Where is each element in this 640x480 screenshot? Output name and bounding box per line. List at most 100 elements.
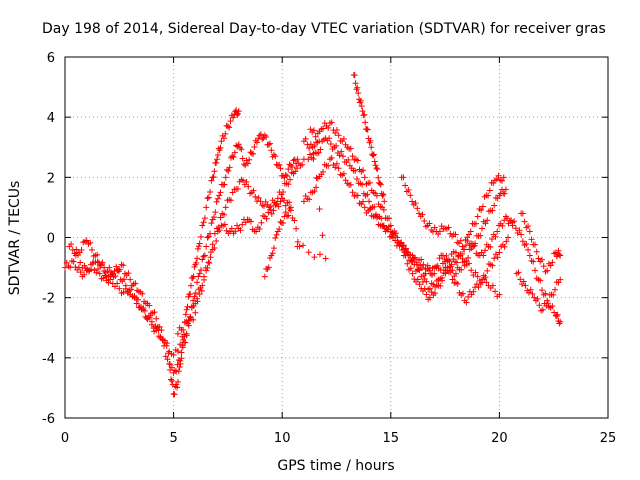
- data-point-track-3: [292, 168, 299, 175]
- data-point-track-6: [478, 207, 485, 214]
- data-point-track-10: [452, 231, 459, 238]
- data-point-track-3: [164, 340, 171, 347]
- data-point-track-2: [257, 131, 264, 138]
- data-point-track-4: [232, 228, 239, 235]
- data-point-track-7: [317, 146, 324, 153]
- data-point-track-9: [360, 112, 367, 119]
- data-point-track-2: [255, 135, 262, 142]
- data-point-track-2: [285, 166, 292, 173]
- data-point-track-1: [154, 324, 161, 331]
- data-point-track-4: [253, 228, 260, 235]
- data-point-track-7: [378, 215, 385, 222]
- data-point-track-2: [248, 150, 255, 157]
- data-point-track-3: [240, 177, 247, 184]
- data-point-track-14: [525, 223, 532, 230]
- data-point-track-8: [459, 255, 466, 262]
- data-point-track-9: [352, 80, 359, 87]
- data-point-track-8: [342, 177, 349, 184]
- data-point-track-7: [477, 232, 484, 239]
- data-point-track-7: [333, 142, 340, 149]
- data-point-track-2: [239, 155, 246, 162]
- data-point-track-1: [182, 311, 189, 318]
- x-tick-label: 15: [383, 431, 400, 446]
- data-point-track-15: [310, 127, 317, 134]
- data-point-track-6: [359, 167, 366, 174]
- data-point-track-8: [366, 206, 373, 213]
- data-point-track-4: [180, 326, 187, 333]
- data-point-track-1: [199, 222, 206, 229]
- data-point-track-12: [538, 287, 545, 294]
- data-point-track-6: [328, 119, 335, 126]
- data-point-track-1: [234, 112, 241, 119]
- data-point-track-13: [552, 286, 559, 293]
- data-point-track-1: [194, 255, 201, 262]
- data-point-track-7: [491, 202, 498, 209]
- data-point-track-3: [170, 351, 177, 358]
- grid-lines: [65, 57, 608, 418]
- data-point-track-5: [261, 273, 268, 280]
- data-point-track-7: [340, 153, 347, 160]
- data-point-track-3: [222, 204, 229, 211]
- data-point-track-3: [114, 280, 121, 287]
- data-point-track-11: [449, 276, 456, 283]
- data-point-track-8: [373, 214, 380, 221]
- data-point-track-9: [361, 111, 368, 118]
- data-point-track-6: [493, 176, 500, 183]
- data-point-track-3: [207, 254, 214, 261]
- data-point-track-9: [375, 174, 382, 181]
- x-tick-label: 5: [169, 431, 177, 446]
- data-point-track-2: [174, 361, 181, 368]
- data-point-track-8: [332, 164, 339, 171]
- data-point-track-3: [148, 321, 155, 328]
- data-point-track-2: [194, 279, 201, 286]
- data-point-track-2: [247, 149, 254, 156]
- data-point-track-5: [269, 250, 276, 257]
- data-point-track-8: [426, 264, 433, 271]
- data-point-track-12: [525, 246, 532, 253]
- data-point-track-1: [233, 107, 240, 114]
- data-point-track-4: [293, 225, 300, 232]
- data-point-track-4: [277, 198, 284, 205]
- data-point-track-9: [377, 181, 384, 188]
- data-point-track-9: [379, 192, 386, 199]
- data-point-track-10: [426, 220, 433, 227]
- data-point-track-3: [217, 214, 224, 221]
- data-point-track-2: [294, 156, 301, 163]
- data-point-track-8: [446, 258, 453, 265]
- data-point-track-3: [94, 258, 101, 265]
- data-point-track-2: [224, 166, 231, 173]
- data-point-track-14: [519, 210, 526, 217]
- data-point-track-2: [229, 153, 236, 160]
- data-point-track-2: [289, 163, 296, 170]
- data-point-track-2: [272, 153, 279, 160]
- data-point-track-4: [275, 203, 282, 210]
- data-point-track-15: [322, 255, 329, 262]
- data-point-track-9: [364, 126, 371, 133]
- data-point-track-11: [426, 294, 433, 301]
- data-point-track-11: [439, 277, 446, 284]
- data-point-track-2: [177, 357, 184, 364]
- data-point-track-7: [305, 156, 312, 163]
- data-point-track-4: [270, 207, 277, 214]
- data-point-track-3: [234, 185, 241, 192]
- data-point-track-11: [505, 234, 512, 241]
- data-point-track-2: [225, 167, 232, 174]
- data-point-track-6: [349, 153, 356, 160]
- data-point-track-5: [287, 207, 294, 214]
- data-point-track-10: [402, 182, 409, 189]
- data-point-track-2: [212, 209, 219, 216]
- data-point-track-4: [201, 273, 208, 280]
- data-point-track-8: [431, 270, 438, 277]
- data-point-track-10: [457, 237, 464, 244]
- data-point-track-2: [116, 266, 123, 273]
- data-point-track-3: [190, 316, 197, 323]
- data-point-track-2: [113, 263, 120, 270]
- data-point-track-1: [213, 159, 220, 166]
- data-point-track-2: [196, 270, 203, 277]
- data-point-track-2: [192, 289, 199, 296]
- data-point-track-3: [220, 211, 227, 218]
- data-point-track-2: [205, 233, 212, 240]
- data-point-track-8: [361, 204, 368, 211]
- data-point-track-1: [217, 144, 224, 151]
- data-point-track-4: [258, 219, 265, 226]
